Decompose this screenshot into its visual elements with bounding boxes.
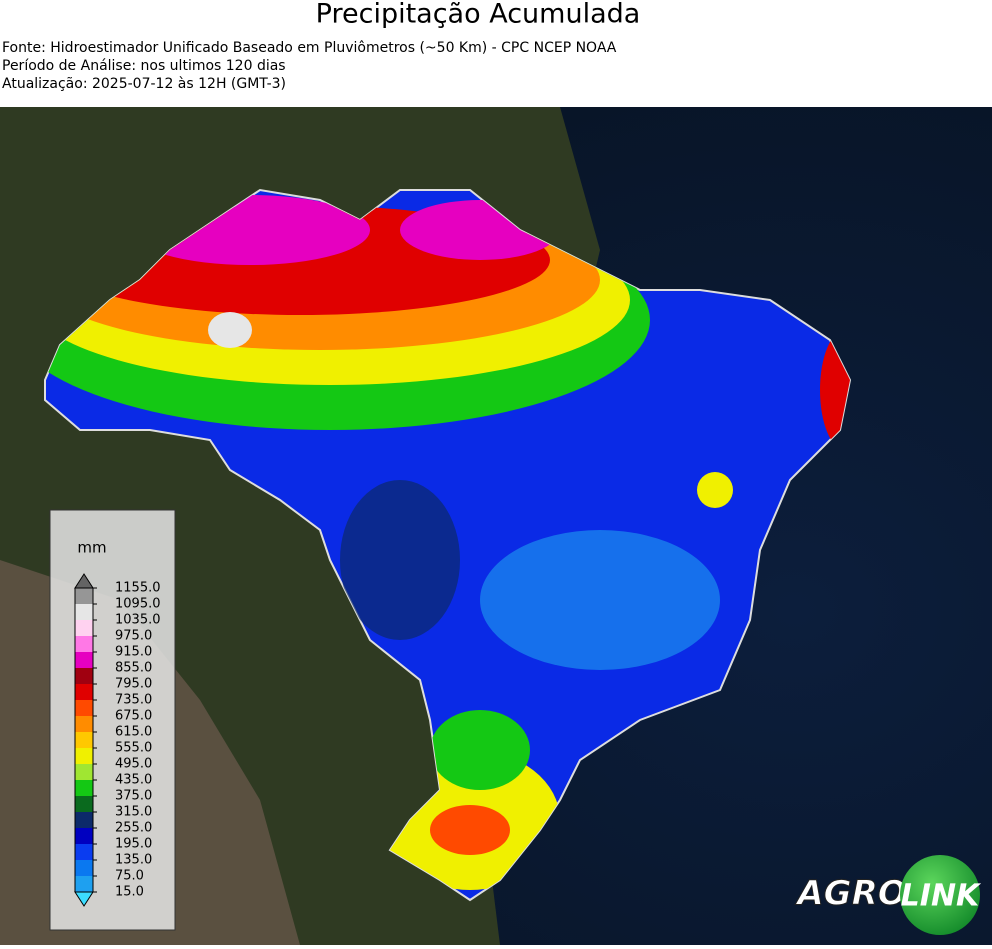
colorbar-segment xyxy=(75,700,93,716)
logo-circle xyxy=(900,855,980,935)
colorbar-segment xyxy=(75,620,93,636)
subtitle: Período de Análise: nos ultimos 120 dias xyxy=(2,58,286,74)
colorbar-segment xyxy=(75,716,93,732)
colorbar-tick-label: 915.0 xyxy=(115,645,152,660)
colorbar-tick-label: 735.0 xyxy=(115,693,152,708)
colorbar-tick-label: 15.0 xyxy=(115,885,144,900)
colorbar-tick-label: 1035.0 xyxy=(115,613,161,628)
colorbar-tick-label: 555.0 xyxy=(115,741,152,756)
colorbar-segment xyxy=(75,876,93,892)
map xyxy=(0,107,992,945)
colorbar-tick-label: 855.0 xyxy=(115,661,152,676)
colorbar-segment xyxy=(75,636,93,652)
colorbar-segment xyxy=(75,684,93,700)
colorbar-tick-label: 315.0 xyxy=(115,805,152,820)
colorbar-segment xyxy=(75,588,93,604)
colorbar-segment xyxy=(75,860,93,876)
colorbar-frame xyxy=(74,587,94,893)
subtitle: Atualização: 2025-07-12 às 12H (GMT-3) xyxy=(2,76,286,92)
colorbar-segment xyxy=(75,828,93,844)
logo: AGRO LINK xyxy=(794,855,982,935)
colorbar-segment xyxy=(75,668,93,684)
colorbar: 15.075.0135.0195.0255.0315.0375.0435.049… xyxy=(74,573,161,907)
colorbar-tick-label: 375.0 xyxy=(115,789,152,804)
colorbar-tick-label: 795.0 xyxy=(115,677,152,692)
logo-text: AGRO xyxy=(794,874,906,914)
colorbar-segment xyxy=(75,604,93,620)
colorbar-tick-label: 495.0 xyxy=(115,757,152,772)
colorbar-tick-label: 435.0 xyxy=(115,773,152,788)
colorbar-segment xyxy=(75,764,93,780)
colorbar-box: mm xyxy=(49,509,176,931)
colorbar-segment xyxy=(75,844,93,860)
colorbar-tick-label: 1155.0 xyxy=(115,581,161,596)
legend-panel xyxy=(49,509,176,931)
logo-text: LINK xyxy=(901,879,982,914)
colorbar-segment xyxy=(75,780,93,796)
colorbar-segment xyxy=(75,732,93,748)
colorbar-tick-label: 675.0 xyxy=(115,709,152,724)
colorbar-segment xyxy=(75,796,93,812)
colorbar-tick-label: 135.0 xyxy=(115,853,152,868)
colorbar-tick-label: 255.0 xyxy=(115,821,152,836)
colorbar-segment xyxy=(75,652,93,668)
colorbar-tick-label: 615.0 xyxy=(115,725,152,740)
title: Precipitação Acumulada xyxy=(316,0,641,30)
colorbar-segment xyxy=(75,748,93,764)
subtitle: Fonte: Hidroestimador Unificado Baseado … xyxy=(2,40,617,56)
colorbar-tick-label: 75.0 xyxy=(115,869,144,884)
colorbar-unit: mm xyxy=(77,539,106,557)
colorbar-tick-label: 1095.0 xyxy=(115,597,161,612)
colorbar-segment xyxy=(75,812,93,828)
colorbar-tick-label: 975.0 xyxy=(115,629,152,644)
colorbar-tick-label: 195.0 xyxy=(115,837,152,852)
